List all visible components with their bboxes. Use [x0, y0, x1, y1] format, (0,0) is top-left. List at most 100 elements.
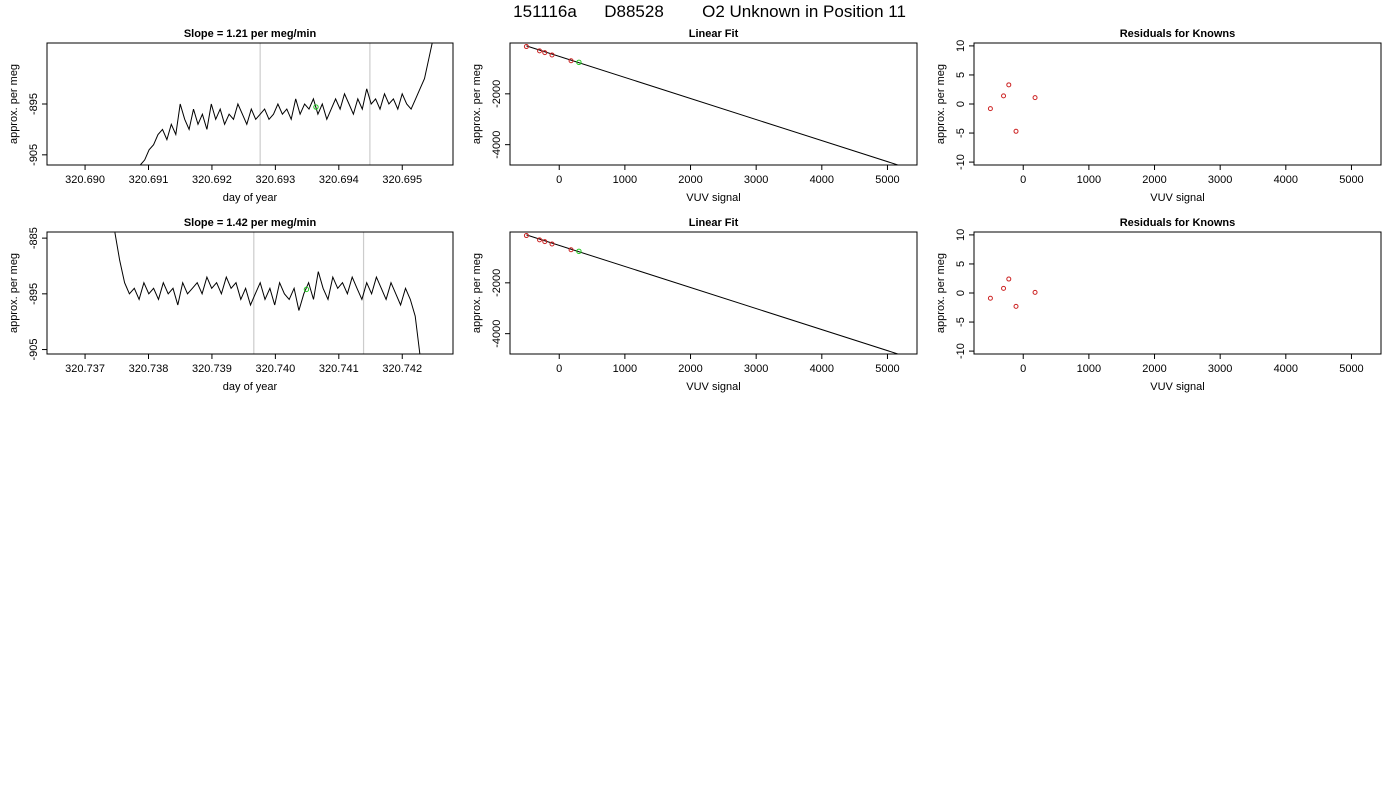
panel-4: Slope = 1.42 per meg/min day of year appro…	[8, 217, 454, 393]
y-tick-label: -2000	[491, 269, 503, 297]
panel-5: Linear Fit VUV signal approx. per meg 0 1000…	[471, 217, 918, 393]
x-tick-label: 0	[1020, 363, 1026, 375]
y-tick-label: 10	[955, 229, 967, 241]
y-tick-label: 0	[955, 101, 967, 107]
y-tick-label: -5	[955, 317, 967, 327]
plot-frame	[46, 42, 454, 166]
x-tick-label: 2000	[678, 174, 702, 186]
plot-area	[114, 232, 421, 354]
x-tick-label: 320.741	[319, 363, 359, 375]
y-axis-label: approx. per meg	[471, 253, 483, 333]
unknown-marker	[313, 104, 319, 110]
figure-title-description: O2 Unknown in Position 11	[702, 2, 906, 21]
data-point	[523, 233, 529, 239]
panel-3: Residuals for Knowns VUV signal approx. pe…	[935, 28, 1382, 204]
x-tick-label: 320.737	[65, 363, 105, 375]
y-tick-label: -4000	[491, 131, 503, 159]
y-tick-label: -895	[28, 283, 40, 305]
plot-area	[987, 276, 1038, 309]
data-point	[1001, 93, 1007, 99]
x-tick-label: 320.695	[382, 174, 422, 186]
x-tick-label: 3000	[744, 174, 768, 186]
panel-title: Slope = 1.21 per meg/min	[184, 28, 317, 40]
x-tick-label: 1000	[1077, 363, 1101, 375]
x-axis-label: day of year	[223, 381, 278, 393]
x-tick-label: 4000	[810, 363, 834, 375]
x-axis-label: VUV signal	[1150, 192, 1204, 204]
fit-line	[526, 234, 900, 354]
unknown-marker	[303, 286, 310, 293]
data-point	[568, 58, 574, 64]
x-tick-label: 320.690	[65, 174, 105, 186]
plot-frame	[509, 231, 918, 355]
x-tick-label: 0	[556, 363, 562, 375]
y-tick-label: -885	[28, 227, 40, 249]
x-axis-label: day of year	[223, 192, 278, 204]
x-tick-label: 320.738	[129, 363, 169, 375]
fit-line	[526, 45, 900, 165]
data-point	[537, 237, 543, 243]
data-point	[542, 50, 548, 56]
panel-title: Linear Fit	[689, 217, 739, 229]
x-tick-label: 320.742	[382, 363, 422, 375]
x-tick-label: 3000	[744, 363, 768, 375]
x-tick-label: 2000	[1142, 174, 1166, 186]
y-tick-label: -2000	[491, 80, 503, 108]
x-tick-label: 0	[556, 174, 562, 186]
data-point	[523, 44, 529, 50]
panel-title: Residuals for Knowns	[1120, 28, 1236, 40]
x-tick-label: 5000	[875, 363, 899, 375]
data-point	[542, 239, 548, 245]
x-tick-label: 3000	[1208, 363, 1232, 375]
y-tick-label: 5	[955, 72, 967, 78]
plot-frame	[973, 231, 1382, 355]
data-point	[1013, 128, 1019, 134]
x-tick-label: 4000	[810, 174, 834, 186]
y-tick-label: -905	[28, 339, 40, 361]
y-tick-label: -10	[955, 154, 967, 170]
y-tick-label: -10	[955, 343, 967, 359]
data-point	[987, 295, 993, 301]
x-tick-label: 5000	[1339, 363, 1363, 375]
panel-title: Residuals for Knowns	[1120, 217, 1236, 229]
x-axis-label: VUV signal	[686, 192, 740, 204]
plot-area	[523, 233, 900, 354]
y-axis-label: approx. per meg	[8, 64, 20, 144]
x-tick-label: 1000	[613, 174, 637, 186]
figure-title-id: 151116a	[513, 2, 577, 21]
plot-frame	[46, 231, 454, 355]
panel-2: Linear Fit VUV signal approx. per meg 0 1000…	[471, 28, 918, 204]
data-point	[549, 52, 555, 58]
x-tick-label: 2000	[678, 363, 702, 375]
x-tick-label: 5000	[875, 174, 899, 186]
x-tick-label: 4000	[1274, 174, 1298, 186]
x-tick-label: 320.694	[319, 174, 359, 186]
y-axis-label: approx. per meg	[935, 253, 947, 333]
data-point	[987, 106, 993, 112]
y-tick-label: 0	[955, 290, 967, 296]
data-point	[1006, 82, 1012, 88]
data-point	[1032, 95, 1038, 101]
y-tick-label: -5	[955, 128, 967, 138]
x-tick-label: 3000	[1208, 174, 1232, 186]
data-point	[1013, 303, 1019, 309]
signal-trace	[139, 43, 433, 165]
y-axis-label: approx. per meg	[471, 64, 483, 144]
y-tick-label: -4000	[491, 320, 503, 348]
plot-area	[523, 44, 900, 165]
plot-area	[139, 43, 433, 165]
x-tick-label: 2000	[1142, 363, 1166, 375]
x-axis-label: VUV signal	[1150, 381, 1204, 393]
y-axis-label: approx. per meg	[8, 253, 20, 333]
data-point	[1001, 285, 1007, 291]
x-tick-label: 1000	[613, 363, 637, 375]
y-tick-label: -895	[28, 93, 40, 115]
y-axis-label: approx. per meg	[935, 64, 947, 144]
unknown-marker	[576, 59, 582, 66]
panel-title: Slope = 1.42 per meg/min	[184, 217, 317, 229]
data-point	[1006, 276, 1012, 282]
y-tick-label: 5	[955, 261, 967, 267]
x-tick-label: 0	[1020, 174, 1026, 186]
panel-1: Slope = 1.21 per meg/min day of year appro…	[8, 28, 454, 204]
figure-title-sample: D88528	[604, 2, 664, 21]
